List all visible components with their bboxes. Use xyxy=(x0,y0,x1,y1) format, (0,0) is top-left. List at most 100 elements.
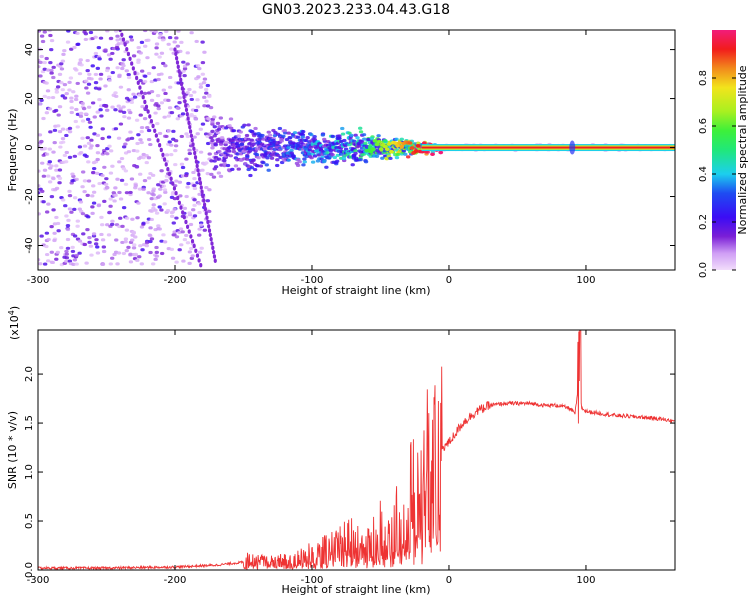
heatmap-cell xyxy=(38,184,41,188)
heatmap-cell xyxy=(128,130,133,134)
heatmap-cell xyxy=(177,96,182,100)
heatmap-streak-cell xyxy=(159,147,163,153)
heatmap-cell xyxy=(178,49,183,53)
heatmap-cell xyxy=(123,142,128,146)
heatmap-cell xyxy=(149,79,155,84)
heatmap-cell xyxy=(86,215,91,219)
heatmap-cell xyxy=(131,231,136,235)
heatmap-cell xyxy=(100,127,105,131)
heatmap-cell xyxy=(166,129,172,133)
heatmap-cell xyxy=(78,151,84,155)
heatmap-cell xyxy=(274,163,280,168)
heatmap-cell xyxy=(146,176,152,180)
spectrogram-frame xyxy=(37,29,676,271)
heatmap-cell xyxy=(64,133,69,138)
heatmap-cell xyxy=(162,188,168,192)
heatmap-cell xyxy=(88,244,94,248)
heatmap-cell xyxy=(129,177,135,181)
heatmap-cell xyxy=(188,222,194,227)
heatmap-cell xyxy=(42,67,47,71)
heatmap-cell xyxy=(162,202,167,206)
heatmap-streak-cell xyxy=(135,75,139,81)
heatmap-cell xyxy=(203,87,209,92)
heatmap-streak-cell xyxy=(191,142,195,147)
heatmap-cell xyxy=(105,186,110,190)
heatmap-band-cell xyxy=(386,142,392,146)
heatmap-cell xyxy=(249,130,255,134)
heatmap-cell xyxy=(103,48,108,52)
heatmap-cell xyxy=(74,68,79,72)
heatmap-cell xyxy=(209,136,214,140)
heatmap-cell xyxy=(142,117,148,121)
heatmap-streak-cell xyxy=(201,193,205,199)
heatmap-cell xyxy=(144,160,149,165)
heatmap-cell xyxy=(68,76,74,80)
heatmap-cell xyxy=(290,154,296,158)
heatmap-cell xyxy=(118,197,124,201)
heatmap-streak-cell xyxy=(192,146,196,151)
heatmap-cell xyxy=(59,62,64,66)
heatmap-cell xyxy=(362,137,367,141)
heatmap-cell xyxy=(141,187,146,191)
heatmap-cell xyxy=(119,156,125,161)
heatmap-cell xyxy=(177,101,182,105)
heatmap-band-cell xyxy=(407,141,413,145)
heatmap-cell xyxy=(167,35,173,40)
heatmap-cell xyxy=(60,198,66,202)
heatmap-cell xyxy=(69,96,74,100)
heatmap-cell xyxy=(166,114,171,118)
heatmap-streak-cell xyxy=(182,94,186,100)
heatmap-cell xyxy=(80,101,85,106)
heatmap-streak-cell xyxy=(189,129,193,134)
heatmap-cell xyxy=(340,126,345,131)
heatmap-cell xyxy=(206,117,212,121)
colorbar-tick-label: 0.0 xyxy=(698,262,709,278)
heatmap-cell xyxy=(75,219,80,223)
heatmap-cell xyxy=(110,51,115,56)
heatmap-cell xyxy=(297,160,302,164)
heatmap-cell xyxy=(108,171,114,175)
heatmap-cell xyxy=(118,216,123,220)
heatmap-cell xyxy=(182,64,188,68)
heatmap-cell xyxy=(64,259,69,263)
heatmap-streak-cell xyxy=(123,42,127,47)
heatmap-cell xyxy=(160,38,166,42)
heatmap-cell xyxy=(67,80,72,84)
heatmap-cell xyxy=(139,40,145,44)
heatmap-cell xyxy=(105,30,110,33)
heatmap-cell xyxy=(153,30,158,34)
heatmap-cell xyxy=(187,87,192,92)
heatmap-cell xyxy=(213,143,218,147)
heatmap-cell xyxy=(320,133,326,137)
heatmap-cell xyxy=(101,249,107,254)
heatmap-cell xyxy=(172,197,178,201)
heatmap-streak-cell xyxy=(180,86,184,91)
heatmap-cell xyxy=(170,210,176,214)
heatmap-cell xyxy=(54,164,59,168)
heatmap-streak-cell xyxy=(194,248,198,253)
heatmap-cell xyxy=(77,239,83,243)
heatmap-cell xyxy=(187,261,192,266)
heatmap-cell xyxy=(146,191,151,195)
heatmap-cell xyxy=(85,193,90,197)
heatmap-cell xyxy=(59,67,65,71)
heatmap-cell xyxy=(66,218,71,222)
heatmap-cell xyxy=(286,158,291,162)
heatmap-cell xyxy=(295,163,301,167)
heatmap-cell xyxy=(38,102,43,106)
heatmap-cell xyxy=(133,253,138,257)
heatmap-cell xyxy=(383,138,388,143)
heatmap-cell xyxy=(113,186,118,190)
spectrogram-x-axis-label: Height of straight line (km) xyxy=(281,284,430,297)
heatmap-band-cell xyxy=(370,147,376,151)
heatmap-cell xyxy=(73,119,79,124)
heatmap-cell xyxy=(114,94,119,98)
heatmap-cell xyxy=(191,170,196,175)
heatmap-cell xyxy=(162,240,168,244)
heatmap-cell xyxy=(55,85,61,89)
heatmap-cell xyxy=(242,123,247,127)
heatmap-cell xyxy=(358,130,364,134)
heatmap-cell xyxy=(213,165,219,169)
heatmap-streak-cell xyxy=(199,185,203,190)
heatmap-cell xyxy=(121,251,127,256)
